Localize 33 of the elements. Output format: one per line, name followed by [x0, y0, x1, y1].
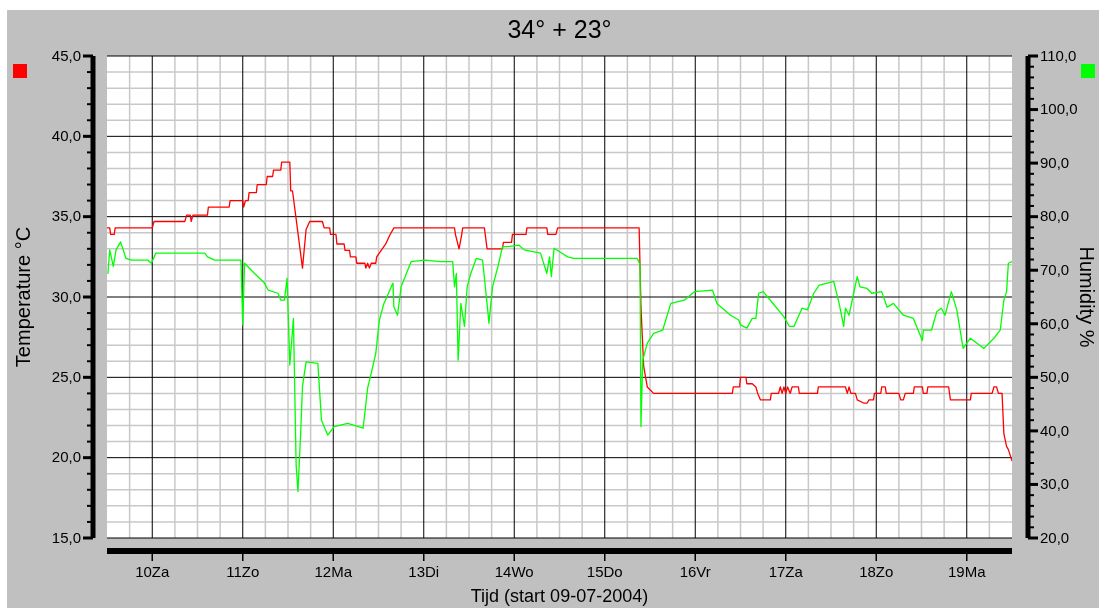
line-series	[107, 241, 1012, 493]
x-tick-label: 18Zo	[859, 563, 894, 580]
y2-axis-title: Humidity %	[1076, 246, 1098, 348]
y-axis-title: Temperature °C	[12, 226, 34, 368]
y2-tick-label: 80,0	[1040, 207, 1070, 225]
x-tick-label: 14Wo	[494, 563, 534, 580]
y2-tick-label: 70,0	[1040, 261, 1070, 279]
y-tick-label: 30,0	[51, 287, 81, 305]
y2-tick-label: 100,0	[1040, 100, 1078, 118]
x-tick-label: 15Do	[586, 563, 623, 580]
y-tick-label: 20,0	[51, 448, 81, 466]
y-tick-label: 40,0	[51, 127, 81, 145]
x-tick-label: 16Vr	[679, 563, 711, 580]
x-tick-label: 11Zo	[226, 563, 260, 580]
line-series	[107, 161, 1012, 462]
y-tick-label: 25,0	[51, 368, 81, 386]
y2-tick-label: 40,0	[1040, 421, 1070, 439]
y2-tick-label: 50,0	[1040, 368, 1070, 386]
x-tick-label: 17Za	[768, 563, 804, 580]
y2-tick-label: 110,0	[1040, 46, 1077, 64]
y-tick-label: 45,0	[51, 46, 81, 64]
y2-tick-label: 90,0	[1040, 153, 1070, 171]
x-tick-label: 19Ma	[947, 563, 987, 580]
x-tick-label: 13Di	[408, 563, 440, 580]
y-tick-label: 15,0	[51, 528, 81, 546]
y-tick-label: 35,0	[51, 207, 81, 225]
y2-tick-label: 20,0	[1040, 528, 1070, 546]
x-tick-label: 12Ma	[314, 563, 353, 580]
chart-title: 34° + 23°	[507, 15, 612, 43]
x-axis-title: Tijd (start 09-07-2004)	[470, 586, 649, 606]
y2-tick-label: 60,0	[1040, 314, 1070, 332]
y2-tick-label: 30,0	[1040, 475, 1070, 493]
x-tick-label: 10Za	[135, 563, 170, 580]
